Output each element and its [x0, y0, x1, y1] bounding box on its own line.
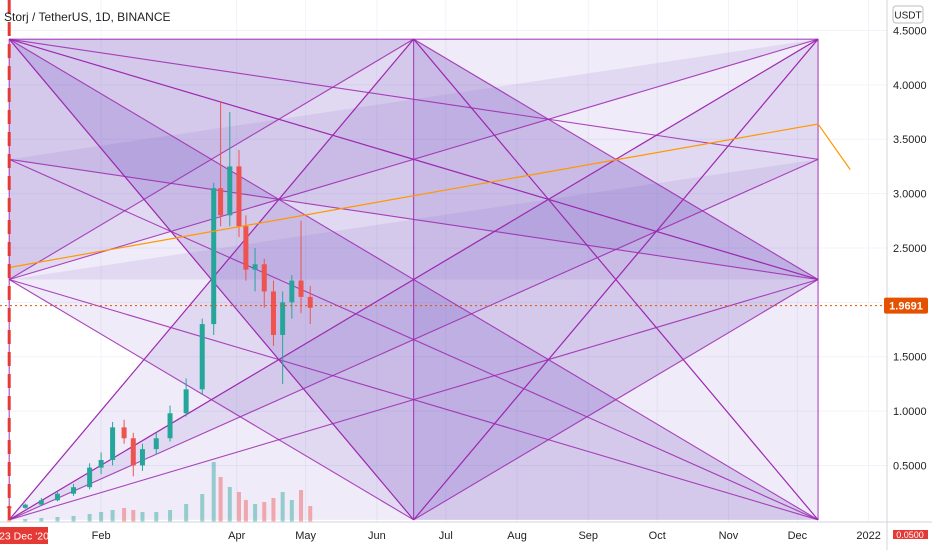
- bottom-badge-label: 0.0500: [896, 530, 924, 540]
- symbol-title[interactable]: Storj / TetherUS, 1D, BINANCE: [4, 10, 171, 24]
- volume-bar: [99, 512, 104, 522]
- candle-body: [211, 188, 217, 325]
- volume-bar: [87, 514, 92, 522]
- time-tick-label: 2022: [856, 530, 880, 542]
- candle-body: [38, 500, 44, 505]
- volume-bar: [289, 500, 294, 522]
- candle-body: [121, 427, 127, 439]
- volume-bar: [243, 500, 248, 522]
- volume-bar: [71, 516, 76, 522]
- time-tick-label: Jul: [439, 530, 453, 542]
- volume-bar: [227, 487, 232, 522]
- candle-body: [270, 291, 276, 335]
- candle-body: [289, 280, 295, 303]
- volume-bar: [154, 512, 159, 522]
- last-price-badge: 1.9691: [884, 297, 928, 314]
- last-price-label: 1.9691: [889, 301, 923, 313]
- candle-body: [307, 296, 313, 308]
- volume-bar: [280, 492, 285, 522]
- volume-bar: [308, 506, 313, 522]
- time-tick-label: May: [295, 530, 316, 542]
- gann-box-drawing[interactable]: [8, 38, 819, 521]
- volume-bar: [131, 510, 136, 522]
- gann-line: [413, 38, 819, 521]
- price-tick-label: 3.0000: [893, 189, 927, 201]
- gann-line: [413, 279, 819, 521]
- time-tick-label: Jun: [368, 530, 386, 542]
- candlestick-series: [6, 101, 313, 509]
- candle-body: [183, 389, 189, 414]
- price-tick-label: 0.5000: [893, 460, 927, 472]
- currency-button[interactable]: USDT: [892, 5, 924, 24]
- price-tick-label: 4.0000: [893, 80, 927, 92]
- gann-line: [9, 158, 819, 281]
- time-tick-label: Oct: [649, 530, 666, 542]
- candle-body: [139, 449, 145, 466]
- date-marker-badge: 23 Dec '20: [0, 527, 49, 544]
- time-tick-label: Apr: [228, 530, 245, 542]
- volume-bar: [7, 520, 12, 522]
- candle-body: [252, 264, 258, 270]
- candle-body: [227, 166, 233, 216]
- currency-label: USDT: [894, 11, 921, 22]
- candle-body: [261, 264, 267, 292]
- candle-body: [298, 280, 304, 297]
- price-tick-label: 2.5000: [893, 243, 927, 255]
- time-tick-label: Nov: [719, 530, 739, 542]
- volume-bar: [211, 462, 216, 522]
- volume-bar: [262, 502, 267, 522]
- volume-bar: [271, 498, 276, 522]
- volume-bar: [184, 504, 189, 522]
- volume-bar: [55, 517, 60, 522]
- volume-bars: [7, 462, 313, 522]
- candle-body: [130, 438, 136, 466]
- volume-bar: [23, 519, 28, 522]
- price-tick-label: 4.5000: [893, 25, 927, 37]
- volume-bar: [218, 477, 223, 522]
- volume-bar: [200, 494, 205, 522]
- time-tick-label: Feb: [92, 530, 111, 542]
- volume-bar: [168, 510, 173, 522]
- time-tick-label: Aug: [507, 530, 527, 542]
- gann-line: [8, 38, 414, 280]
- bottom-price-badge: 0.0500: [893, 530, 928, 540]
- candle-body: [87, 467, 93, 488]
- volume-bar: [39, 518, 44, 522]
- candle-body: [280, 302, 286, 335]
- volume-bar: [299, 490, 304, 522]
- gann-line: [9, 38, 819, 281]
- trend-line: [9, 123, 851, 269]
- gann-line: [9, 278, 819, 521]
- candle-body: [98, 460, 104, 468]
- candle-body: [22, 504, 28, 508]
- price-tick-label: 1.0000: [893, 406, 927, 418]
- candle-body: [167, 413, 173, 439]
- candle-body: [218, 188, 224, 216]
- candle-body: [71, 487, 77, 494]
- candle-body: [153, 438, 159, 450]
- volume-bar: [110, 510, 115, 522]
- price-tick-label: 1.5000: [893, 352, 927, 364]
- volume-bar: [236, 492, 241, 522]
- price-tick-label: 3.5000: [893, 134, 927, 146]
- volume-bar: [140, 512, 145, 522]
- chart-overlays: [0, 0, 887, 527]
- volume-bar: [253, 504, 258, 522]
- gann-line: [9, 38, 819, 160]
- gann-line: [8, 38, 819, 521]
- volume-bar: [122, 508, 127, 522]
- candle-body: [243, 226, 249, 270]
- candle-body: [236, 166, 242, 227]
- candle-body: [199, 324, 205, 390]
- date-marker-label: 23 Dec '20: [0, 531, 49, 543]
- time-tick-label: Dec: [788, 530, 808, 542]
- candle-body: [110, 427, 116, 461]
- candle-body: [54, 493, 60, 501]
- time-tick-label: Sep: [578, 530, 598, 542]
